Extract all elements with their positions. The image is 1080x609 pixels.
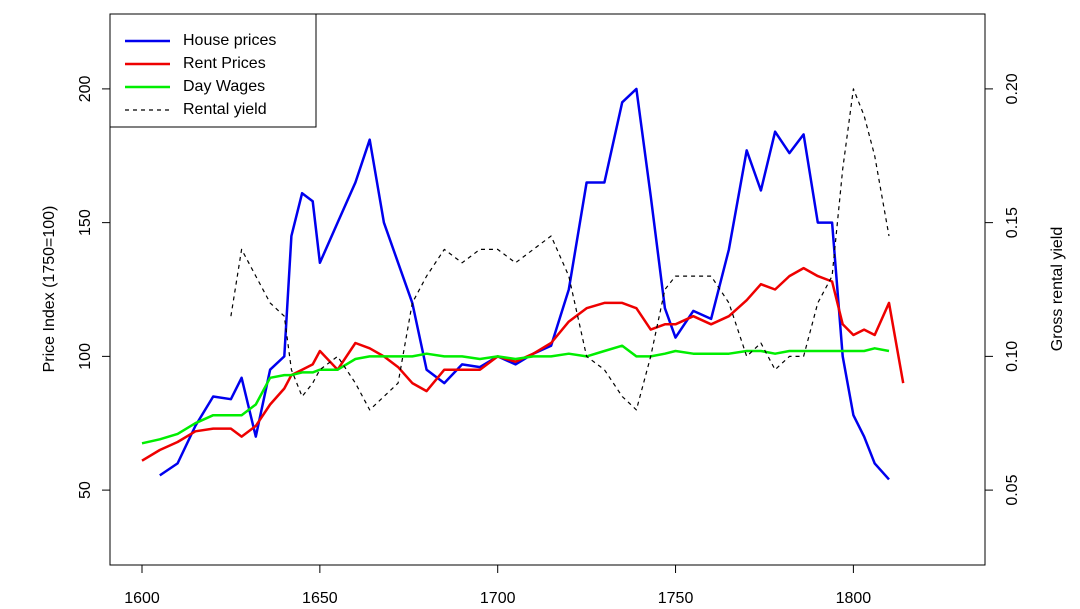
series-line [141, 344, 890, 445]
legend-label: Day Wages [183, 78, 265, 95]
legend-box [109, 13, 317, 128]
x-tick-label: 1800 [836, 590, 872, 607]
y2-axis-label: Gross rental yield [1049, 227, 1066, 352]
y2-tick-label: 0.05 [1004, 474, 1021, 505]
x-tick-label: 1650 [302, 590, 338, 607]
plot-frame [109, 13, 986, 566]
legend-label: Rental yield [183, 101, 267, 118]
y2-tick-label: 0.15 [1004, 207, 1021, 238]
y2-tick-label: 0.20 [1004, 73, 1021, 104]
x-tick-label: 1750 [658, 590, 694, 607]
y-axis-label: Price Index (1750=100) [41, 206, 58, 373]
y-tick-label: 100 [77, 343, 94, 370]
y-tick-label: 200 [77, 75, 94, 102]
legend-label: House prices [183, 32, 276, 49]
y-tick-label: 150 [77, 209, 94, 236]
x-tick-label: 1700 [480, 590, 516, 607]
y2-tick-label: 0.10 [1004, 341, 1021, 372]
x-tick-label: 1600 [124, 590, 160, 607]
y-tick-label: 50 [77, 481, 94, 499]
legend-label: Rent Prices [183, 55, 266, 72]
series-line [230, 88, 890, 411]
